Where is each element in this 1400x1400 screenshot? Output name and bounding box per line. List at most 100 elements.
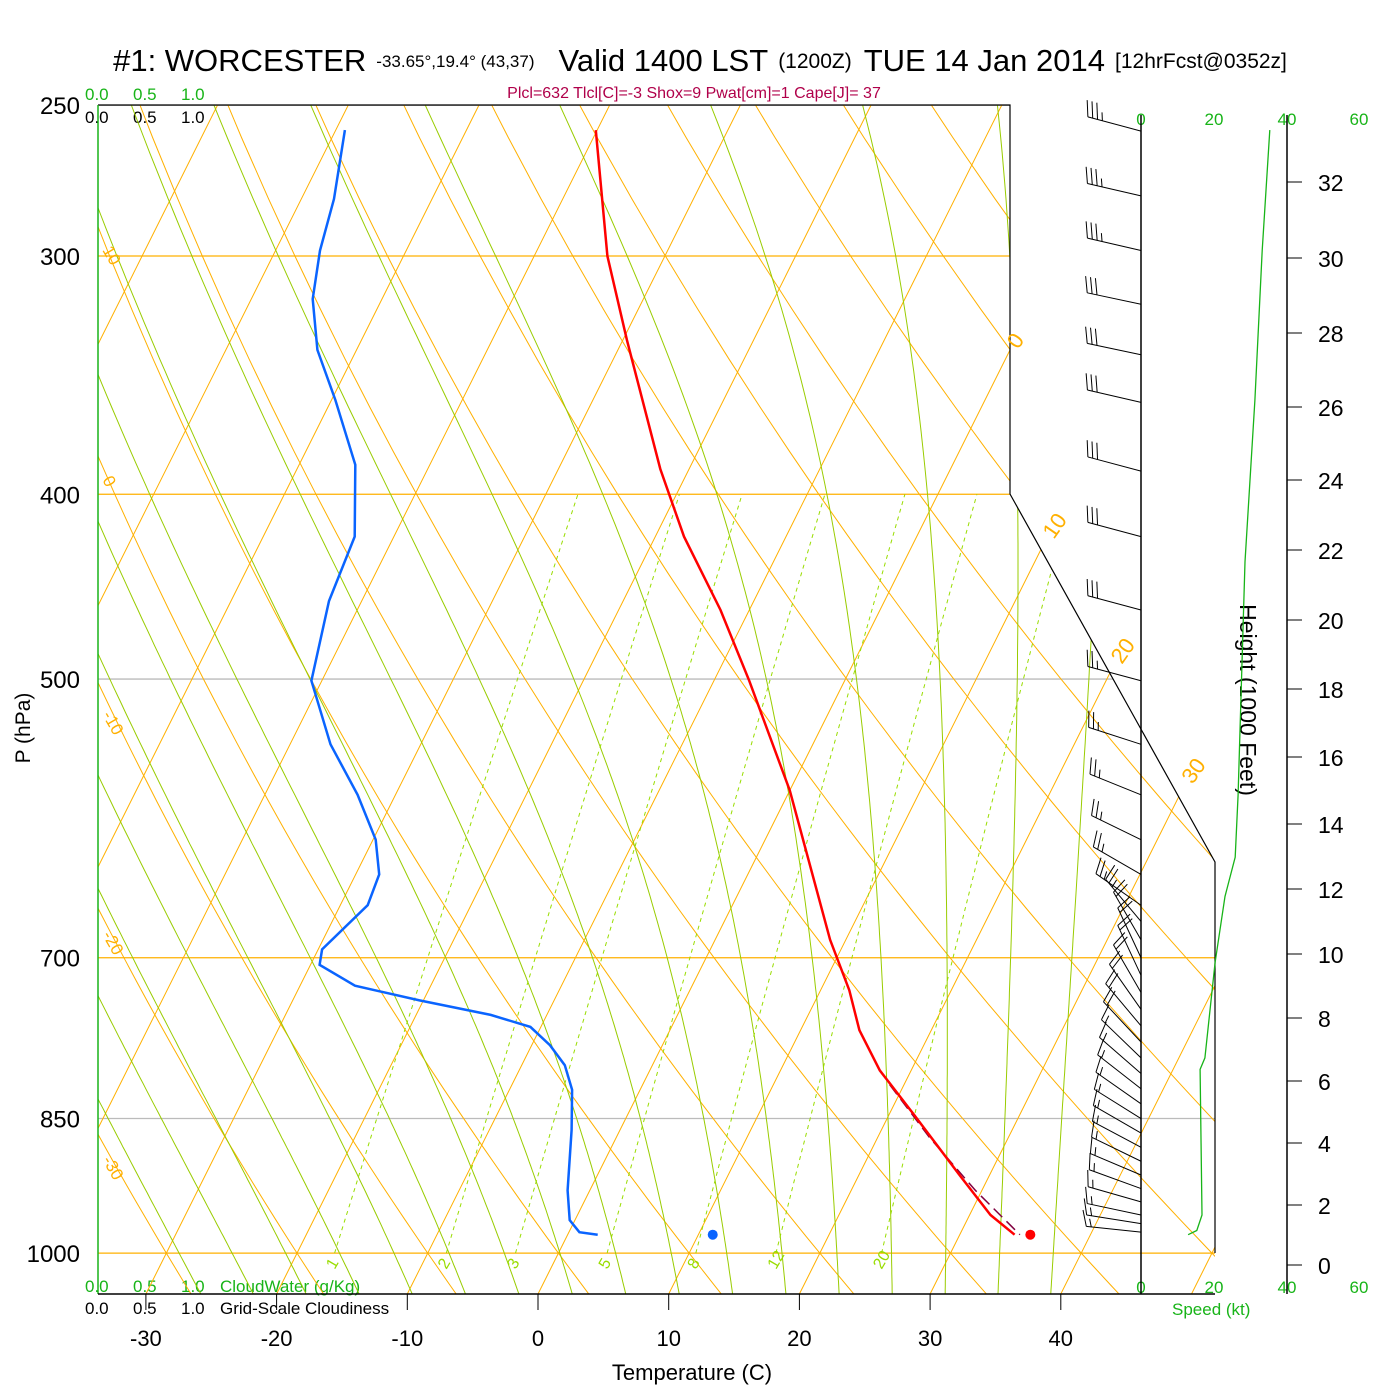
speed-tick: 20 — [1205, 110, 1224, 129]
dry-adiabat-line — [98, 105, 484, 1294]
wind-barb-feather — [1119, 918, 1133, 931]
wind-barb-shaft — [1087, 456, 1142, 472]
mixing-ratio-line — [695, 494, 906, 1254]
wind-barb-feather — [1085, 276, 1088, 293]
wind-barb-shaft — [1092, 1120, 1142, 1148]
cloudiness-tick: 1.0 — [181, 108, 205, 127]
cloudwater-scale-bottom: 0.0 0.5 1.0 CloudWater (g/Kg) 0.0 0.5 1.… — [85, 1277, 389, 1318]
cloudwater-scale-top: 0.0 0.5 1.0 0.0 0.5 1.0 — [85, 85, 205, 127]
pressure-tick-label: 300 — [40, 244, 80, 271]
wind-barb-feather — [1090, 277, 1093, 294]
wind-barb-feather — [1091, 580, 1094, 598]
header: #1: WORCESTER -33.65°,19.4° (43,37) Vali… — [113, 43, 1287, 78]
wind-barb-feather — [1091, 506, 1094, 524]
mixing-ratio-line — [775, 494, 978, 1254]
mixing-ratio-label: 1 — [323, 1256, 342, 1272]
wind-barb-feather — [1093, 1073, 1100, 1090]
height-tick-label: 6 — [1318, 1069, 1331, 1095]
moist-adiabat-line — [98, 105, 318, 1294]
wind-barb-feather — [1095, 375, 1098, 393]
cloudiness-label: Grid-Scale Cloudiness — [220, 1299, 389, 1318]
wind-barb-shaft — [1105, 878, 1142, 922]
wind-barb-shaft — [1091, 1136, 1142, 1162]
wind-barb-shaft — [1094, 1088, 1142, 1119]
dry-adiabat-line — [1343, 71, 1400, 1332]
background-lines — [98, 71, 1400, 1332]
wind-barb-feather — [1097, 1039, 1105, 1056]
mixing-ratio-label: 12 — [765, 1248, 789, 1272]
speed-axis-bottom: 0 20 40 60 Speed (kt) — [1136, 1278, 1368, 1319]
wind-barb-shaft — [1087, 237, 1142, 251]
dry-adiabat-line — [98, 105, 350, 1294]
speed-axis-top: 0 20 40 60 — [1136, 110, 1368, 129]
wind-barb-feather — [1094, 278, 1098, 295]
mixing-ratio-label: 3 — [504, 1256, 523, 1272]
cloudwater-tick: 0.5 — [133, 85, 157, 104]
wind-barb-feather — [1095, 223, 1098, 241]
wind-barb-feather — [1094, 328, 1098, 346]
wind-barb-feather — [1086, 505, 1089, 523]
wind-barb-feather — [1086, 100, 1089, 117]
cloudwater-tick: 0.0 — [85, 85, 109, 104]
cloudiness-tick: 1.0 — [181, 1299, 205, 1318]
mixing-ratio-label: 8 — [685, 1256, 704, 1272]
height-tick-label: 2 — [1318, 1193, 1331, 1219]
plot-frame — [97, 104, 1288, 1295]
height-tick-label: 28 — [1318, 321, 1344, 347]
wind-barb-half-feather — [1096, 1115, 1099, 1124]
dry-adiabat-label: 0 — [99, 473, 120, 491]
dry-adiabat-label: -20 — [99, 928, 128, 959]
wind-barb-feather — [1106, 990, 1116, 1006]
wind-barb-feather — [1115, 936, 1128, 950]
wind-barb-shaft — [1117, 925, 1142, 976]
wind-barb-feather — [1090, 327, 1093, 345]
height-tick-label: 12 — [1318, 877, 1344, 903]
isotherm-line — [276, 105, 872, 1294]
wind-barb-half-feather — [1098, 769, 1101, 778]
isotherm-line — [1060, 105, 1215, 1294]
wind-barb-feather — [1091, 651, 1094, 668]
y-axis-title: P (hPa) — [12, 693, 35, 764]
cloudwater-tick: 0.5 — [133, 1277, 157, 1296]
wind-barb-feather — [1117, 896, 1131, 909]
wind-barb-shaft — [1087, 389, 1142, 403]
height-tick-label: 10 — [1318, 942, 1344, 968]
wind-barb-half-feather — [1101, 1049, 1106, 1059]
wind-barb-shaft — [1089, 773, 1142, 796]
isotherm-line — [98, 105, 349, 1294]
wind-barb-shaft — [1113, 944, 1142, 993]
cloudiness-tick: 0.0 — [85, 1299, 109, 1318]
wind-barb-feather — [1099, 860, 1106, 877]
mixing-ratio-label: 5 — [596, 1256, 615, 1272]
isotherm-line — [406, 105, 1003, 1294]
wind-barb-shaft — [1087, 1186, 1142, 1203]
moist-adiabat-line — [303, 105, 737, 1294]
dry-adiabat-line — [1169, 105, 1215, 1294]
height-tick-label: 0 — [1318, 1253, 1331, 1279]
cloudwater-tick: 1.0 — [181, 85, 205, 104]
wind-barb-feather — [1086, 579, 1089, 596]
cloudwater-tick: 1.0 — [181, 1277, 205, 1296]
height-tick-label: 32 — [1318, 170, 1344, 196]
moist-adiabat-line — [98, 105, 423, 1294]
speed-tick: 20 — [1205, 1278, 1224, 1297]
wind-barb-shaft — [1087, 521, 1142, 538]
wind-barb-feather — [1096, 581, 1099, 599]
isotherm-line — [98, 105, 480, 1294]
wind-barb-feather — [1085, 326, 1088, 344]
isotherm-line — [98, 105, 219, 1294]
wind-barb-half-feather — [1094, 1147, 1097, 1156]
temperature-line — [594, 129, 1016, 1236]
height-tick-label: 16 — [1318, 745, 1344, 771]
wind-barb-feather — [1097, 832, 1102, 850]
wind-barb-half-feather — [1100, 178, 1103, 187]
isotherm-line — [145, 105, 741, 1294]
x-tick-label: 40 — [1049, 1326, 1073, 1351]
surface-dewpoint-dot — [707, 1229, 718, 1240]
station-coords: -33.65°,19.4° (43,37) — [376, 52, 534, 71]
wind-barb-feather — [1085, 373, 1088, 391]
isotherm-label: 30 — [1176, 753, 1211, 787]
x-tick-label: -20 — [261, 1326, 293, 1351]
wind-barb-half-feather — [1097, 1099, 1101, 1109]
